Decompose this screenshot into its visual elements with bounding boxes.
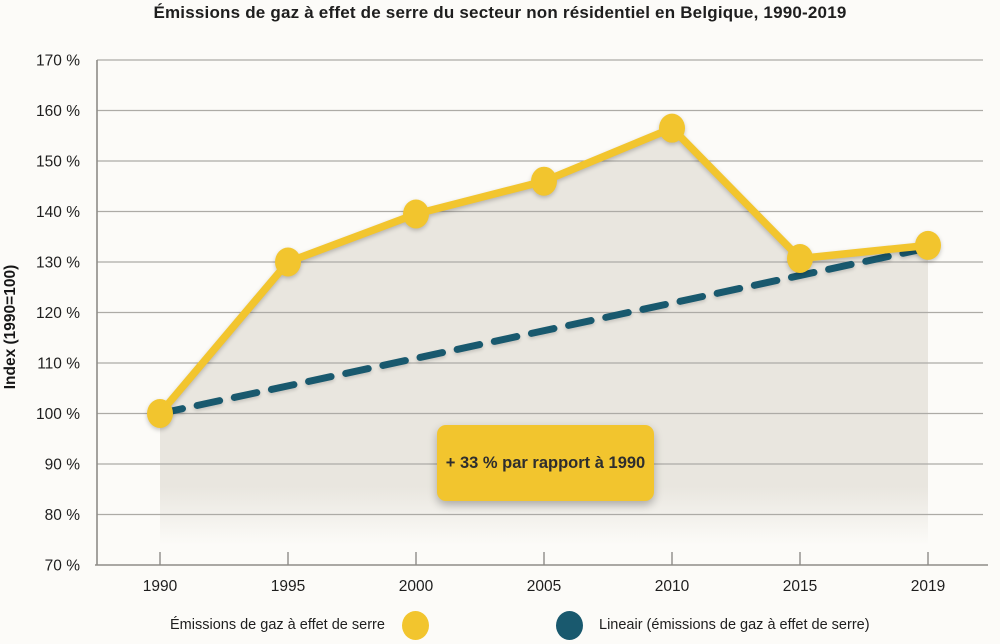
- y-tick-label: 110 %: [37, 356, 80, 373]
- x-tick-label: 2005: [527, 578, 561, 595]
- x-tick-label: 2010: [655, 578, 690, 595]
- legend-item-trend: Lineair (émissions de gaz à effet de ser…: [556, 606, 870, 644]
- legend-marker-trend-icon: [556, 610, 583, 640]
- y-tick-label: 120 %: [36, 305, 80, 322]
- x-tick-label: 2015: [783, 578, 817, 595]
- y-tick-labels: 70 % 80 % 90 % 100 % 110 % 120 % 130 % 140 % 150…: [36, 53, 80, 575]
- data-point-marker: [147, 399, 173, 428]
- y-tick-label: 100 %: [36, 406, 80, 423]
- y-tick-label: 80 %: [45, 507, 81, 524]
- x-tick-label: 2000: [399, 578, 434, 595]
- legend-label-trend: Lineair (émissions de gaz à effet de ser…: [599, 617, 870, 633]
- area-fill: [160, 128, 928, 546]
- x-tick-label: 1995: [271, 578, 305, 595]
- annotation-box: + 33 % par rapport à 1990: [437, 425, 654, 501]
- x-tick-labels: 1990 1995 2000 2005 2010 2015 2019: [143, 578, 945, 595]
- legend: Émissions de gaz à effet de serre Lineai…: [0, 606, 1000, 644]
- legend-label-emissions: Émissions de gaz à effet de serre: [170, 617, 385, 633]
- x-tick-label: 2019: [911, 578, 945, 595]
- data-point-marker: [787, 243, 813, 273]
- data-point-marker: [275, 247, 301, 277]
- emissions-line: [147, 113, 941, 428]
- x-axis-ticks: [159, 552, 929, 565]
- data-point-marker: [915, 230, 941, 260]
- x-tick-label: 1990: [143, 578, 178, 595]
- y-tick-label: 90 %: [45, 457, 81, 474]
- trend-line: [156, 244, 932, 417]
- y-tick-label: 150 %: [36, 154, 80, 171]
- y-tick-label: 160 %: [36, 103, 80, 120]
- y-tick-label: 170 %: [36, 53, 80, 70]
- data-point-marker: [531, 166, 557, 196]
- y-tick-label: 140 %: [36, 204, 80, 221]
- y-tick-label: 130 %: [36, 255, 80, 272]
- chart-title: Émissions de gaz à effet de serre du sec…: [153, 3, 847, 22]
- data-point-marker: [403, 199, 429, 229]
- data-point-marker: [659, 113, 685, 143]
- legend-marker-emissions-icon: [401, 610, 429, 640]
- legend-item-emissions: Émissions de gaz à effet de serre: [170, 606, 429, 644]
- y-tick-label: 70 %: [45, 558, 81, 575]
